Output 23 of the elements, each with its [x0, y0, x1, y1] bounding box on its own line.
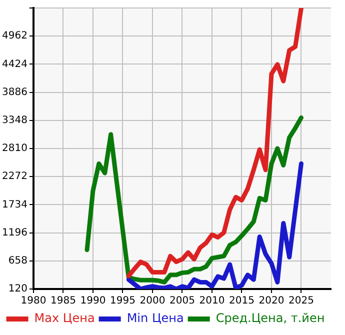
legend-label: Сред.Цена, т.йен — [216, 311, 325, 326]
x-tick-label: 2015 — [229, 296, 254, 307]
x-tick-label: 2010 — [199, 296, 225, 307]
y-tick-label: 4962 — [2, 30, 28, 42]
x-tick-label: 2025 — [288, 296, 314, 307]
y-tick-label: 2272 — [2, 171, 28, 182]
x-tick-label: 1995 — [110, 296, 136, 307]
y-tick-label: 658 — [8, 255, 28, 266]
x-tick-label: 2000 — [140, 296, 166, 307]
x-tick-label: 2005 — [170, 296, 195, 307]
x-tick-label: 1980 — [20, 296, 46, 307]
y-tick-label: 1734 — [2, 199, 28, 210]
y-tick-label: 3348 — [2, 114, 28, 126]
y-tick-label: 2810 — [2, 143, 28, 154]
x-tick-label: 2020 — [258, 296, 284, 307]
y-tick-label: 4424 — [2, 58, 28, 70]
legend-label: Min Цена — [126, 311, 184, 326]
y-tick-label: 1196 — [2, 227, 28, 238]
y-tick-label: 120 — [8, 284, 28, 295]
legend-label: Max Цена — [34, 311, 95, 326]
y-tick-label: 3886 — [2, 86, 28, 98]
x-tick-label: 1990 — [80, 296, 106, 307]
x-tick-label: 1985 — [50, 296, 76, 307]
